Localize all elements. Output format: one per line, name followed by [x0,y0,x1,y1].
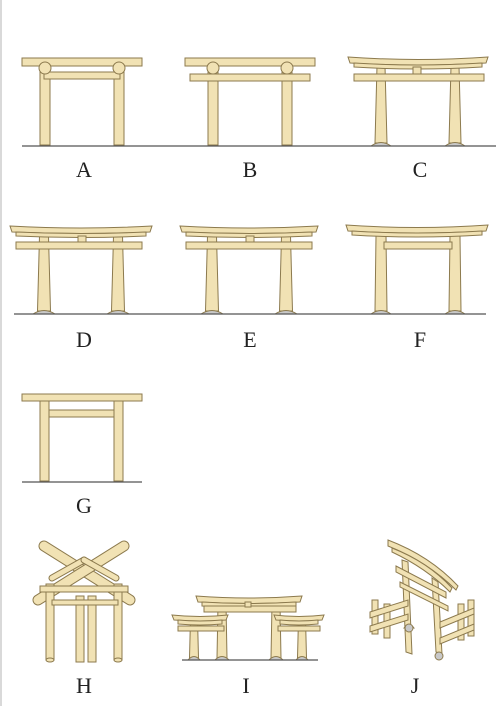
nuki-tie-beam [399,581,449,612]
base-stone [434,651,444,661]
support-rail [369,613,409,633]
label-g: G [76,493,92,518]
support-post [467,599,475,637]
shimaki-lintel [391,547,453,593]
pillar-center [87,595,97,663]
page-edge [0,0,2,706]
gate-j [369,539,475,661]
shimaki-lintel [185,231,313,238]
shimaki-lintel [351,230,483,238]
label-f: F [413,327,427,352]
pillar-left [45,583,55,661]
shimaki-lintel [353,62,483,70]
gakuzuka-strut [245,235,255,243]
label-c: C [412,157,428,182]
nuki-tie-beam [189,73,311,82]
nuki-tie-beam [48,409,115,418]
pillar-cap [38,61,52,75]
nuki-tie-beam [43,71,121,80]
label-i: I [242,673,250,698]
label-h: H [76,673,92,698]
base-stone [404,623,414,633]
kasagi-lintel [21,393,143,402]
kasagi-lintel [21,57,143,67]
support-rail [439,623,475,645]
log-end [113,657,123,663]
side-nuki-beam [277,625,321,632]
nuki-tie-beam [395,565,447,599]
label-b: B [242,157,258,182]
log-end [45,657,55,663]
pillar-right [113,583,123,661]
label-d: D [76,327,92,352]
gate-e [179,225,345,315]
gate-d [9,225,182,315]
gakuzuka-strut [77,235,87,243]
side-nuki-beam [177,625,225,632]
gate-a [21,57,182,147]
support-rail [439,607,475,629]
support-rail [369,599,409,619]
nuki-tie-beam [185,241,313,250]
gakuzuka-strut [412,66,422,75]
nuki-tie-beam [353,73,485,82]
label-a: A [76,157,92,182]
pillar-center [75,595,85,663]
kasagi-lintel [184,57,316,67]
pillar-cap [206,61,220,75]
shimaki-lintel [15,231,147,238]
nuki-tie-beam [51,599,119,606]
pillar-cap [112,61,126,75]
nuki-tie-beam [39,585,129,593]
pillar-cap [280,61,294,75]
nuki-tie-beam [383,241,453,250]
pillar-right [113,399,124,482]
gakuzuka-strut [244,601,252,608]
gate-f [345,224,489,315]
gate-c [345,56,496,147]
shimaki-lintel [177,619,223,626]
gate-g [21,393,143,483]
label-e: E [243,327,257,352]
gate-i [171,595,325,661]
pillar-left [39,399,50,482]
gate-b [182,57,345,147]
nuki-tie-beam [15,241,143,250]
gate-h [32,540,136,663]
roof-log-fill [49,557,87,581]
shimaki-lintel [279,619,319,626]
support-post [457,603,465,641]
roof-log-fill [81,557,119,581]
label-j: J [410,673,420,698]
